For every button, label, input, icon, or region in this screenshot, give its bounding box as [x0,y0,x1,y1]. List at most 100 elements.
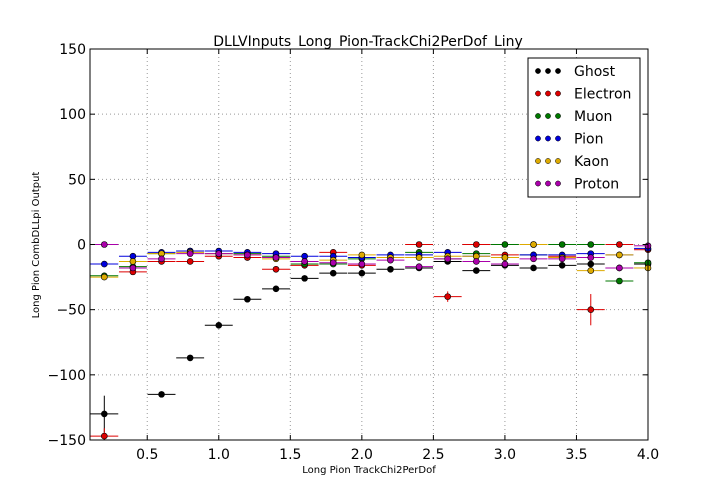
series-kaon [90,241,652,281]
data-point [358,260,366,268]
legend-label-pion: Pion [574,132,603,148]
legend-marker [555,158,561,164]
data-point [101,241,108,248]
y-tick-label: −50 [56,303,86,319]
legend-marker [535,158,541,164]
legend-marker [535,135,541,142]
legend-marker [545,180,551,187]
data-point [558,241,566,248]
y-tick-label: 150 [59,42,86,58]
legend-marker [545,90,551,97]
data-point [473,258,480,265]
data-point [186,250,194,257]
data-point [101,260,108,268]
x-axis-label: Long Pion TrackChi2PerDof [302,465,436,476]
series-ghost [90,258,652,433]
data-point [616,241,623,248]
x-tick-label: 4.0 [637,447,659,463]
y-tick-label: −100 [48,368,86,384]
data-point [329,259,337,267]
legend-marker [535,90,541,97]
y-tick-label: −150 [48,433,86,449]
legend-marker [555,68,561,74]
legend-marker [555,90,561,97]
x-tick-label: 2.5 [422,447,444,463]
legend-marker [545,158,551,164]
data-point [244,295,251,303]
data-point [444,293,451,300]
data-point [473,241,480,248]
data-point [501,241,509,248]
data-point [387,265,394,273]
data-point [358,251,366,259]
data-point [129,258,137,265]
data-point [587,267,595,274]
legend-entry-ghost: Ghost [535,64,616,80]
data-point [215,322,223,329]
data-point [272,254,280,261]
y-axis-label: Long Pion CombDLLpi Output [31,172,42,319]
data-point [186,354,194,362]
data-point [301,275,308,282]
data-point [129,264,137,272]
data-point [415,263,423,270]
legend-marker [545,113,551,119]
data-point [215,250,223,257]
legend-marker [535,180,541,187]
x-tick-label: 2.0 [351,447,373,463]
data-point [558,255,566,263]
x-tick-label: 3.5 [565,447,587,463]
axis-ticks: 0.5 1.0 1.5 2.0 2.5 3.0 3.5 4.0 150 100 50 0 −50 −100… [48,42,660,463]
legend-label-proton: Proton [574,177,619,193]
data-point [530,255,537,263]
data-point [587,260,595,268]
series-muon [90,241,652,285]
legend-label-ghost: Ghost [574,64,616,80]
data-point [387,256,394,264]
series-proton [90,241,652,272]
data-point [616,277,623,285]
data-point [587,241,595,248]
y-tick-label: 100 [59,107,86,123]
data-point [616,251,623,259]
legend-marker [545,135,551,142]
x-tick-label: 1.5 [279,447,301,463]
legend-marker [555,113,561,119]
legend-entry-proton: Proton [535,177,619,193]
x-tick-label: 3.0 [494,447,516,463]
data-point [415,254,423,261]
legend-marker [535,113,541,119]
legend-entry-muon: Muon [535,109,612,125]
data-point [101,432,108,440]
data-point [530,264,537,272]
data-point [101,410,108,418]
x-tick-label: 1.0 [208,447,230,463]
legend-box [527,57,641,198]
data-point [616,264,623,272]
legend-entry-pion: Pion [535,132,603,148]
data-point [329,269,337,277]
legend-label-electron: Electron [574,87,631,103]
legend: Ghost Electron Muon Pion Kaon Proton [527,57,641,198]
data-point [501,254,509,261]
data-point [473,267,480,274]
legend-entry-electron: Electron [535,87,631,103]
series-electron [90,241,652,440]
series-layer [90,241,652,440]
data-point [444,255,451,263]
data-point [272,265,280,273]
y-tick-label: 0 [77,238,86,254]
data-point [501,260,509,268]
data-point [101,273,108,281]
data-point [415,241,423,248]
chart-title: DLLVInputs_Long_Pion-TrackChi2PerDof_Lin… [213,34,523,50]
data-point [244,251,251,259]
data-point [301,258,308,265]
data-point [272,285,280,293]
data-point [587,306,595,313]
data-point [558,262,566,269]
x-tick-label: 0.5 [136,447,158,463]
data-point [530,241,537,248]
data-point [587,254,595,261]
